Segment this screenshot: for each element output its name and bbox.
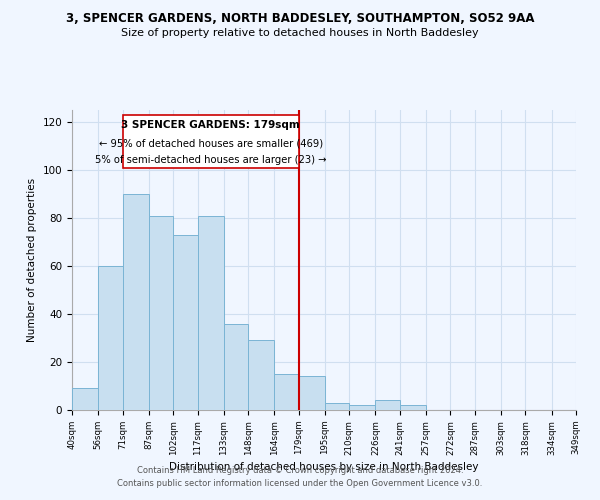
Bar	[72, 388, 98, 410]
Bar	[224, 324, 248, 410]
Y-axis label: Number of detached properties: Number of detached properties	[27, 178, 37, 342]
Text: ← 95% of detached houses are smaller (469): ← 95% of detached houses are smaller (46…	[98, 138, 323, 148]
FancyBboxPatch shape	[122, 115, 299, 168]
Bar	[197, 216, 224, 410]
Bar	[325, 403, 349, 410]
Text: 5% of semi-detached houses are larger (23) →: 5% of semi-detached houses are larger (2…	[95, 155, 326, 165]
Bar	[98, 266, 122, 410]
Bar	[299, 376, 325, 410]
Text: Contains HM Land Registry data © Crown copyright and database right 2024.
Contai: Contains HM Land Registry data © Crown c…	[118, 466, 482, 487]
Text: Size of property relative to detached houses in North Baddesley: Size of property relative to detached ho…	[121, 28, 479, 38]
Text: 3, SPENCER GARDENS, NORTH BADDESLEY, SOUTHAMPTON, SO52 9AA: 3, SPENCER GARDENS, NORTH BADDESLEY, SOU…	[66, 12, 534, 26]
Bar	[122, 194, 149, 410]
Bar	[274, 374, 299, 410]
Text: 3 SPENCER GARDENS: 179sqm: 3 SPENCER GARDENS: 179sqm	[121, 120, 300, 130]
X-axis label: Distribution of detached houses by size in North Baddesley: Distribution of detached houses by size …	[169, 462, 479, 471]
Bar	[173, 235, 197, 410]
Bar	[376, 400, 400, 410]
Bar	[248, 340, 274, 410]
Bar	[400, 405, 426, 410]
Bar	[349, 405, 376, 410]
Bar	[149, 216, 173, 410]
